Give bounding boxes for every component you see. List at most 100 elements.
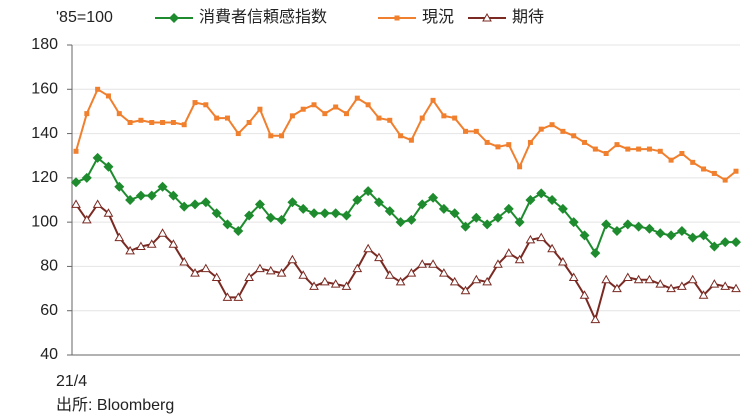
point — [687, 232, 698, 243]
y-axis-unit: '85=100 — [56, 9, 113, 26]
legend-label: 期待 — [512, 8, 544, 26]
point — [460, 285, 471, 295]
point — [579, 290, 590, 299]
point — [482, 12, 492, 22]
point — [408, 137, 414, 143]
point — [287, 254, 298, 264]
point — [233, 226, 244, 236]
point — [473, 128, 479, 134]
point — [387, 117, 393, 123]
point — [246, 120, 252, 125]
point — [720, 281, 731, 290]
point — [571, 133, 577, 139]
point — [179, 201, 190, 212]
point — [568, 217, 579, 228]
point — [311, 102, 317, 108]
point — [603, 151, 609, 156]
y-tick-label: 100 — [31, 213, 58, 230]
point — [211, 208, 222, 219]
point — [395, 217, 406, 228]
point — [547, 243, 557, 253]
point — [514, 217, 525, 228]
point — [257, 106, 263, 112]
point — [668, 157, 674, 163]
point — [395, 276, 406, 286]
point — [452, 115, 458, 121]
point — [438, 203, 449, 214]
point — [677, 281, 687, 290]
point — [590, 248, 601, 259]
point — [235, 131, 241, 137]
point — [636, 146, 642, 152]
point — [92, 199, 103, 208]
legend-label: 消費者信頼感指数 — [199, 8, 327, 26]
point — [254, 199, 265, 210]
point — [116, 111, 122, 117]
point — [341, 210, 352, 221]
point — [428, 259, 438, 268]
point — [525, 234, 536, 244]
point — [722, 177, 728, 183]
point — [690, 159, 696, 165]
point — [644, 274, 655, 284]
point — [276, 268, 287, 277]
point — [666, 283, 676, 293]
point — [449, 208, 460, 219]
point — [633, 274, 644, 284]
point — [601, 219, 612, 230]
point — [157, 181, 168, 192]
point — [71, 177, 81, 188]
point — [146, 190, 157, 201]
point — [441, 113, 447, 119]
point — [611, 226, 622, 236]
point — [149, 120, 155, 125]
point — [460, 221, 471, 232]
point — [244, 272, 254, 281]
point — [114, 232, 125, 242]
point — [560, 128, 566, 134]
point — [81, 214, 92, 224]
point — [655, 228, 666, 239]
series-line — [75, 87, 737, 182]
y-tick-label: 120 — [31, 169, 58, 186]
y-tick-label: 180 — [31, 36, 58, 53]
point — [374, 252, 384, 262]
point — [222, 219, 233, 230]
point — [733, 168, 739, 174]
point — [136, 241, 146, 250]
point — [352, 263, 363, 273]
point — [190, 199, 201, 210]
point — [214, 115, 220, 121]
point — [373, 197, 384, 208]
point — [646, 146, 652, 152]
point — [582, 139, 588, 145]
point — [711, 170, 717, 176]
point — [417, 199, 428, 210]
point — [398, 133, 404, 139]
point — [471, 274, 482, 284]
point — [211, 272, 222, 281]
point — [557, 203, 568, 214]
point — [125, 195, 136, 205]
point — [169, 13, 179, 23]
point — [179, 256, 190, 266]
point — [503, 203, 514, 214]
point — [482, 219, 493, 230]
point — [168, 239, 179, 248]
point — [687, 274, 698, 284]
point — [160, 120, 166, 125]
point — [181, 122, 187, 128]
point — [146, 239, 157, 248]
point — [484, 139, 490, 145]
point — [568, 272, 579, 281]
point — [127, 120, 133, 125]
point — [731, 237, 741, 248]
point — [679, 151, 685, 156]
point — [492, 212, 503, 223]
point — [701, 166, 707, 172]
point — [419, 115, 425, 121]
point — [666, 230, 677, 241]
point — [612, 283, 622, 293]
point — [103, 208, 114, 217]
point — [428, 192, 439, 203]
